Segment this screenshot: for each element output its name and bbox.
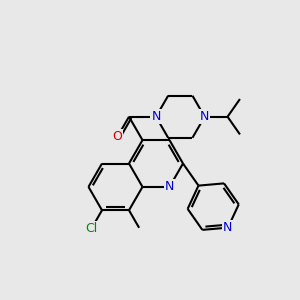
Text: N: N (223, 221, 232, 234)
Text: N: N (200, 110, 209, 123)
Text: O: O (112, 130, 122, 143)
Text: N: N (165, 180, 174, 194)
Text: N: N (151, 110, 161, 123)
Text: Cl: Cl (85, 223, 97, 236)
